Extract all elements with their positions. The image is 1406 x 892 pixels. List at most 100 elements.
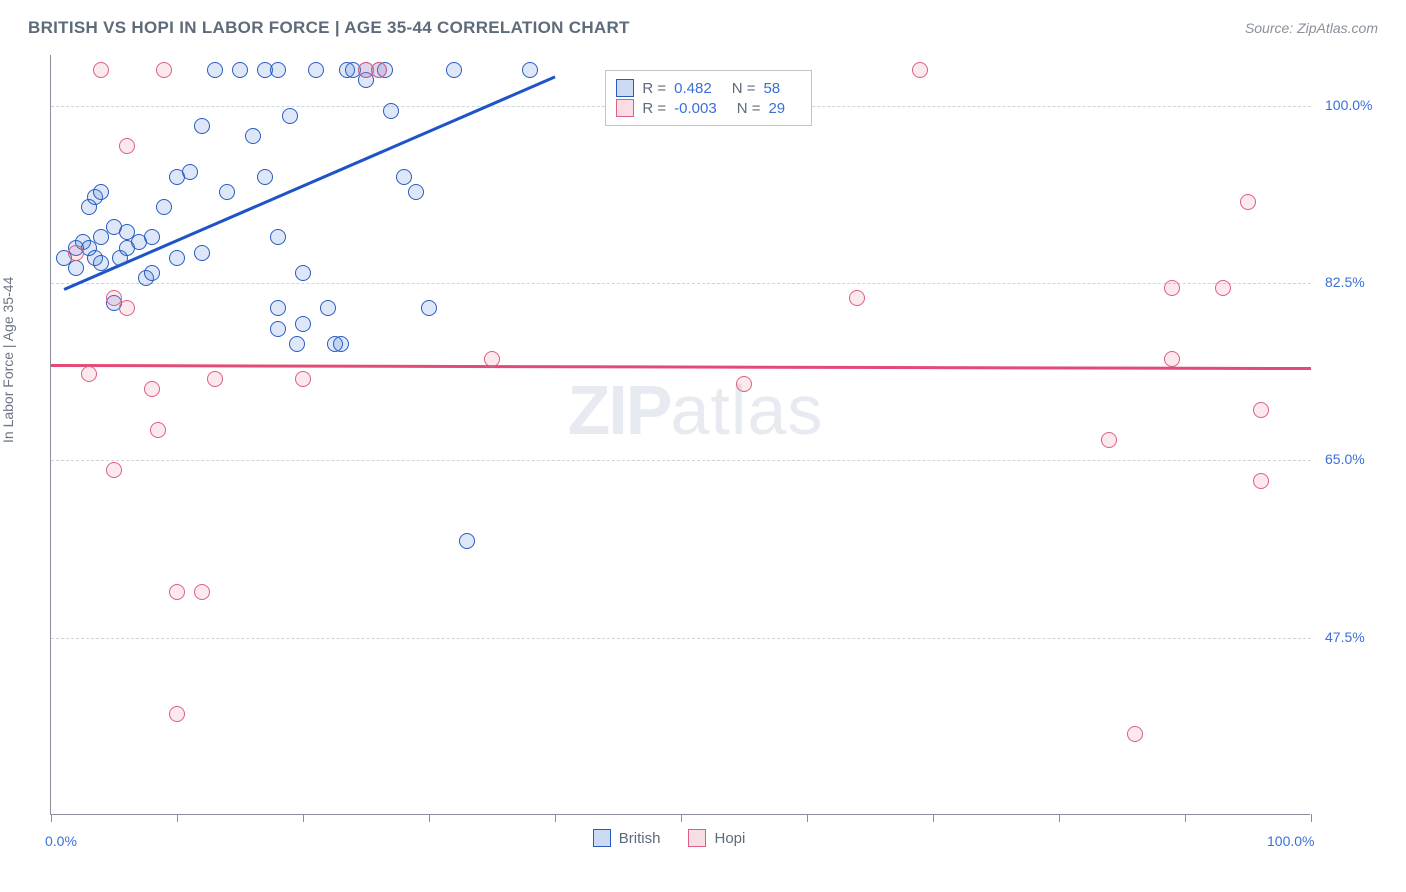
chart-title: BRITISH VS HOPI IN LABOR FORCE | AGE 35-… <box>28 18 630 38</box>
point-hopi <box>484 351 500 367</box>
gridline-h <box>51 638 1311 639</box>
x-tick <box>555 814 556 822</box>
point-hopi <box>156 62 172 78</box>
point-british <box>144 265 160 281</box>
point-british <box>245 128 261 144</box>
point-british <box>93 184 109 200</box>
legend-n-value: 29 <box>768 100 785 117</box>
legend-n-label: N = <box>732 80 756 97</box>
point-hopi <box>81 366 97 382</box>
legend-n-value: 58 <box>763 80 780 97</box>
point-hopi <box>1215 280 1231 296</box>
trendline-british <box>63 75 555 290</box>
point-hopi <box>93 62 109 78</box>
point-british <box>68 260 84 276</box>
point-british <box>194 118 210 134</box>
trendline-hopi <box>51 364 1311 370</box>
point-british <box>257 169 273 185</box>
point-hopi <box>1253 402 1269 418</box>
point-hopi <box>1164 351 1180 367</box>
point-british <box>93 255 109 271</box>
x-tick-label: 100.0% <box>1267 833 1314 849</box>
point-british <box>295 265 311 281</box>
point-hopi <box>1101 432 1117 448</box>
point-british <box>396 169 412 185</box>
point-british <box>289 336 305 352</box>
point-hopi <box>150 422 166 438</box>
point-british <box>270 229 286 245</box>
point-hopi <box>169 706 185 722</box>
legend-item-british: British <box>593 829 661 847</box>
legend-row-hopi: R = -0.003 N = 29 <box>616 99 797 117</box>
point-british <box>320 300 336 316</box>
legend-swatch <box>593 829 611 847</box>
point-british <box>270 300 286 316</box>
legend-swatch <box>616 79 634 97</box>
point-hopi <box>1164 280 1180 296</box>
point-hopi <box>371 62 387 78</box>
x-tick <box>303 814 304 822</box>
point-british <box>408 184 424 200</box>
gridline-h <box>51 460 1311 461</box>
legend-label: British <box>619 830 661 847</box>
point-hopi <box>144 381 160 397</box>
gridline-h <box>51 283 1311 284</box>
x-tick <box>933 814 934 822</box>
point-british <box>169 250 185 266</box>
point-hopi <box>68 245 84 261</box>
point-british <box>522 62 538 78</box>
x-tick <box>1185 814 1186 822</box>
point-british <box>156 199 172 215</box>
point-hopi <box>169 584 185 600</box>
x-tick <box>177 814 178 822</box>
point-hopi <box>912 62 928 78</box>
point-hopi <box>849 290 865 306</box>
x-tick <box>681 814 682 822</box>
point-british <box>446 62 462 78</box>
point-british <box>232 62 248 78</box>
legend-label: Hopi <box>714 830 745 847</box>
legend-item-hopi: Hopi <box>688 829 745 847</box>
point-hopi <box>194 584 210 600</box>
y-tick-label: 65.0% <box>1325 451 1365 467</box>
legend-r-label: R = <box>642 80 666 97</box>
watermark: ZIPatlas <box>568 370 824 450</box>
x-tick <box>1311 814 1312 822</box>
legend-n-label: N = <box>737 100 761 117</box>
point-british <box>270 321 286 337</box>
x-tick <box>1059 814 1060 822</box>
watermark-strong: ZIP <box>568 371 671 449</box>
series-legend: British Hopi <box>593 829 746 847</box>
point-hopi <box>106 462 122 478</box>
x-tick <box>51 814 52 822</box>
point-hopi <box>736 376 752 392</box>
x-tick-label: 0.0% <box>45 833 77 849</box>
point-british <box>308 62 324 78</box>
point-british <box>295 316 311 332</box>
point-hopi <box>1253 473 1269 489</box>
point-british <box>383 103 399 119</box>
source-attribution: Source: ZipAtlas.com <box>1245 20 1378 36</box>
y-tick-label: 100.0% <box>1325 97 1372 113</box>
point-hopi <box>1240 194 1256 210</box>
point-hopi <box>119 300 135 316</box>
legend-r-value: -0.003 <box>674 100 717 117</box>
point-hopi <box>119 138 135 154</box>
legend-swatch <box>688 829 706 847</box>
point-british <box>207 62 223 78</box>
point-british <box>270 62 286 78</box>
chart-container: In Labor Force | Age 35-44 ZIPatlas 47.5… <box>50 55 1386 825</box>
legend-r-value: 0.482 <box>674 80 712 97</box>
point-hopi <box>295 371 311 387</box>
point-british <box>421 300 437 316</box>
point-british <box>282 108 298 124</box>
point-british <box>194 245 210 261</box>
legend-row-british: R = 0.482 N = 58 <box>616 79 797 97</box>
x-tick <box>429 814 430 822</box>
point-british <box>459 533 475 549</box>
y-axis-label: In Labor Force | Age 35-44 <box>0 277 16 443</box>
legend-r-label: R = <box>642 100 666 117</box>
point-british <box>144 229 160 245</box>
y-tick-label: 82.5% <box>1325 274 1365 290</box>
point-british <box>182 164 198 180</box>
